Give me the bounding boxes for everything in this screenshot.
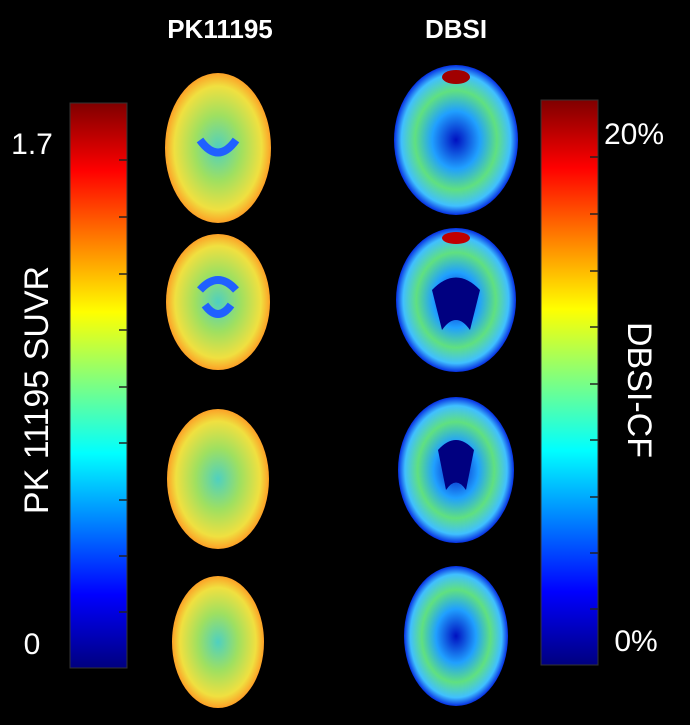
colorbar: [540, 99, 599, 666]
colorbar-min: 0%: [614, 625, 657, 658]
dbsi-slices: [394, 65, 518, 706]
colorbar-label: PK 11195 SUVR: [18, 266, 56, 514]
pk-slices: [165, 73, 271, 708]
colorbar-ticks: [119, 159, 127, 613]
colorbar-label: DBSI-CF: [620, 322, 658, 458]
column-header: PK11195: [167, 14, 273, 44]
colorbar-min: 0: [24, 628, 41, 661]
column-header: DBSI: [425, 14, 487, 44]
colorbar: [69, 102, 128, 669]
colorbar-max: 20%: [604, 118, 664, 151]
colorbar-max: 1.7: [11, 128, 53, 161]
colorbar-ticks: [590, 156, 598, 610]
